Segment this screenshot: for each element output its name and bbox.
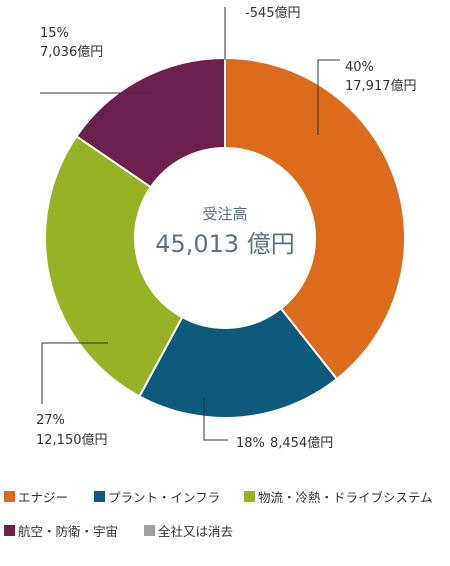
slice-energy [224,56,406,381]
legend-row-1: エナジー プラント・インフラ 物流・冷熱・ドライブシステム [4,486,448,506]
legend-swatch-plant [94,490,105,502]
leader-logistics [41,342,108,404]
legend-label-other: 全社又は消去 [158,523,234,539]
legend-item-energy: エナジー [4,487,94,506]
legend-item-other: 全社又は消去 [144,521,233,540]
label-other-value: -545億円 [245,5,301,21]
leader-energy [317,59,340,135]
legend-swatch-energy [4,490,15,502]
donut-chart: 受注高 45,013 億円 -545億円 40% 17,917億円 15% 7,… [36,5,417,451]
label-aero-percent: 15% [40,26,69,41]
legend-swatch-aero [4,524,15,536]
legend-label-aero: 航空・防衛・宇宙 [18,523,119,539]
label-aero-value: 7,036億円 [40,44,103,60]
legend-label-energy: エナジー [18,489,69,505]
legend: エナジー プラント・インフラ 物流・冷熱・ドライブシステム 航空・防衛・宇宙 全… [4,486,448,554]
slice-logistics [44,134,184,398]
center-title: 受注高 [202,205,247,223]
label-energy-value: 17,917億円 [345,78,417,94]
legend-label-plant: プラント・インフラ [108,489,221,505]
legend-item-aero: 航空・防衛・宇宙 [4,521,144,540]
label-energy-percent: 40% [345,60,374,75]
legend-item-plant: プラント・インフラ [94,487,244,506]
legend-swatch-logistics [244,490,255,502]
legend-row-2: 航空・防衛・宇宙 全社又は消去 [4,520,448,540]
label-plant-percent: 18% [236,436,265,451]
label-plant-value: 8,454億円 [270,435,333,451]
label-logistics-value: 12,150億円 [36,432,108,448]
slice-plant [138,307,339,419]
center-value: 45,013 億円 [155,230,295,258]
legend-label-logistics: 物流・冷熱・ドライブシステム [258,489,433,505]
label-logistics-percent: 27% [36,413,65,428]
legend-swatch-other [144,524,155,536]
legend-item-logistics: 物流・冷熱・ドライブシステム [244,487,433,506]
leader-plant [203,397,228,441]
